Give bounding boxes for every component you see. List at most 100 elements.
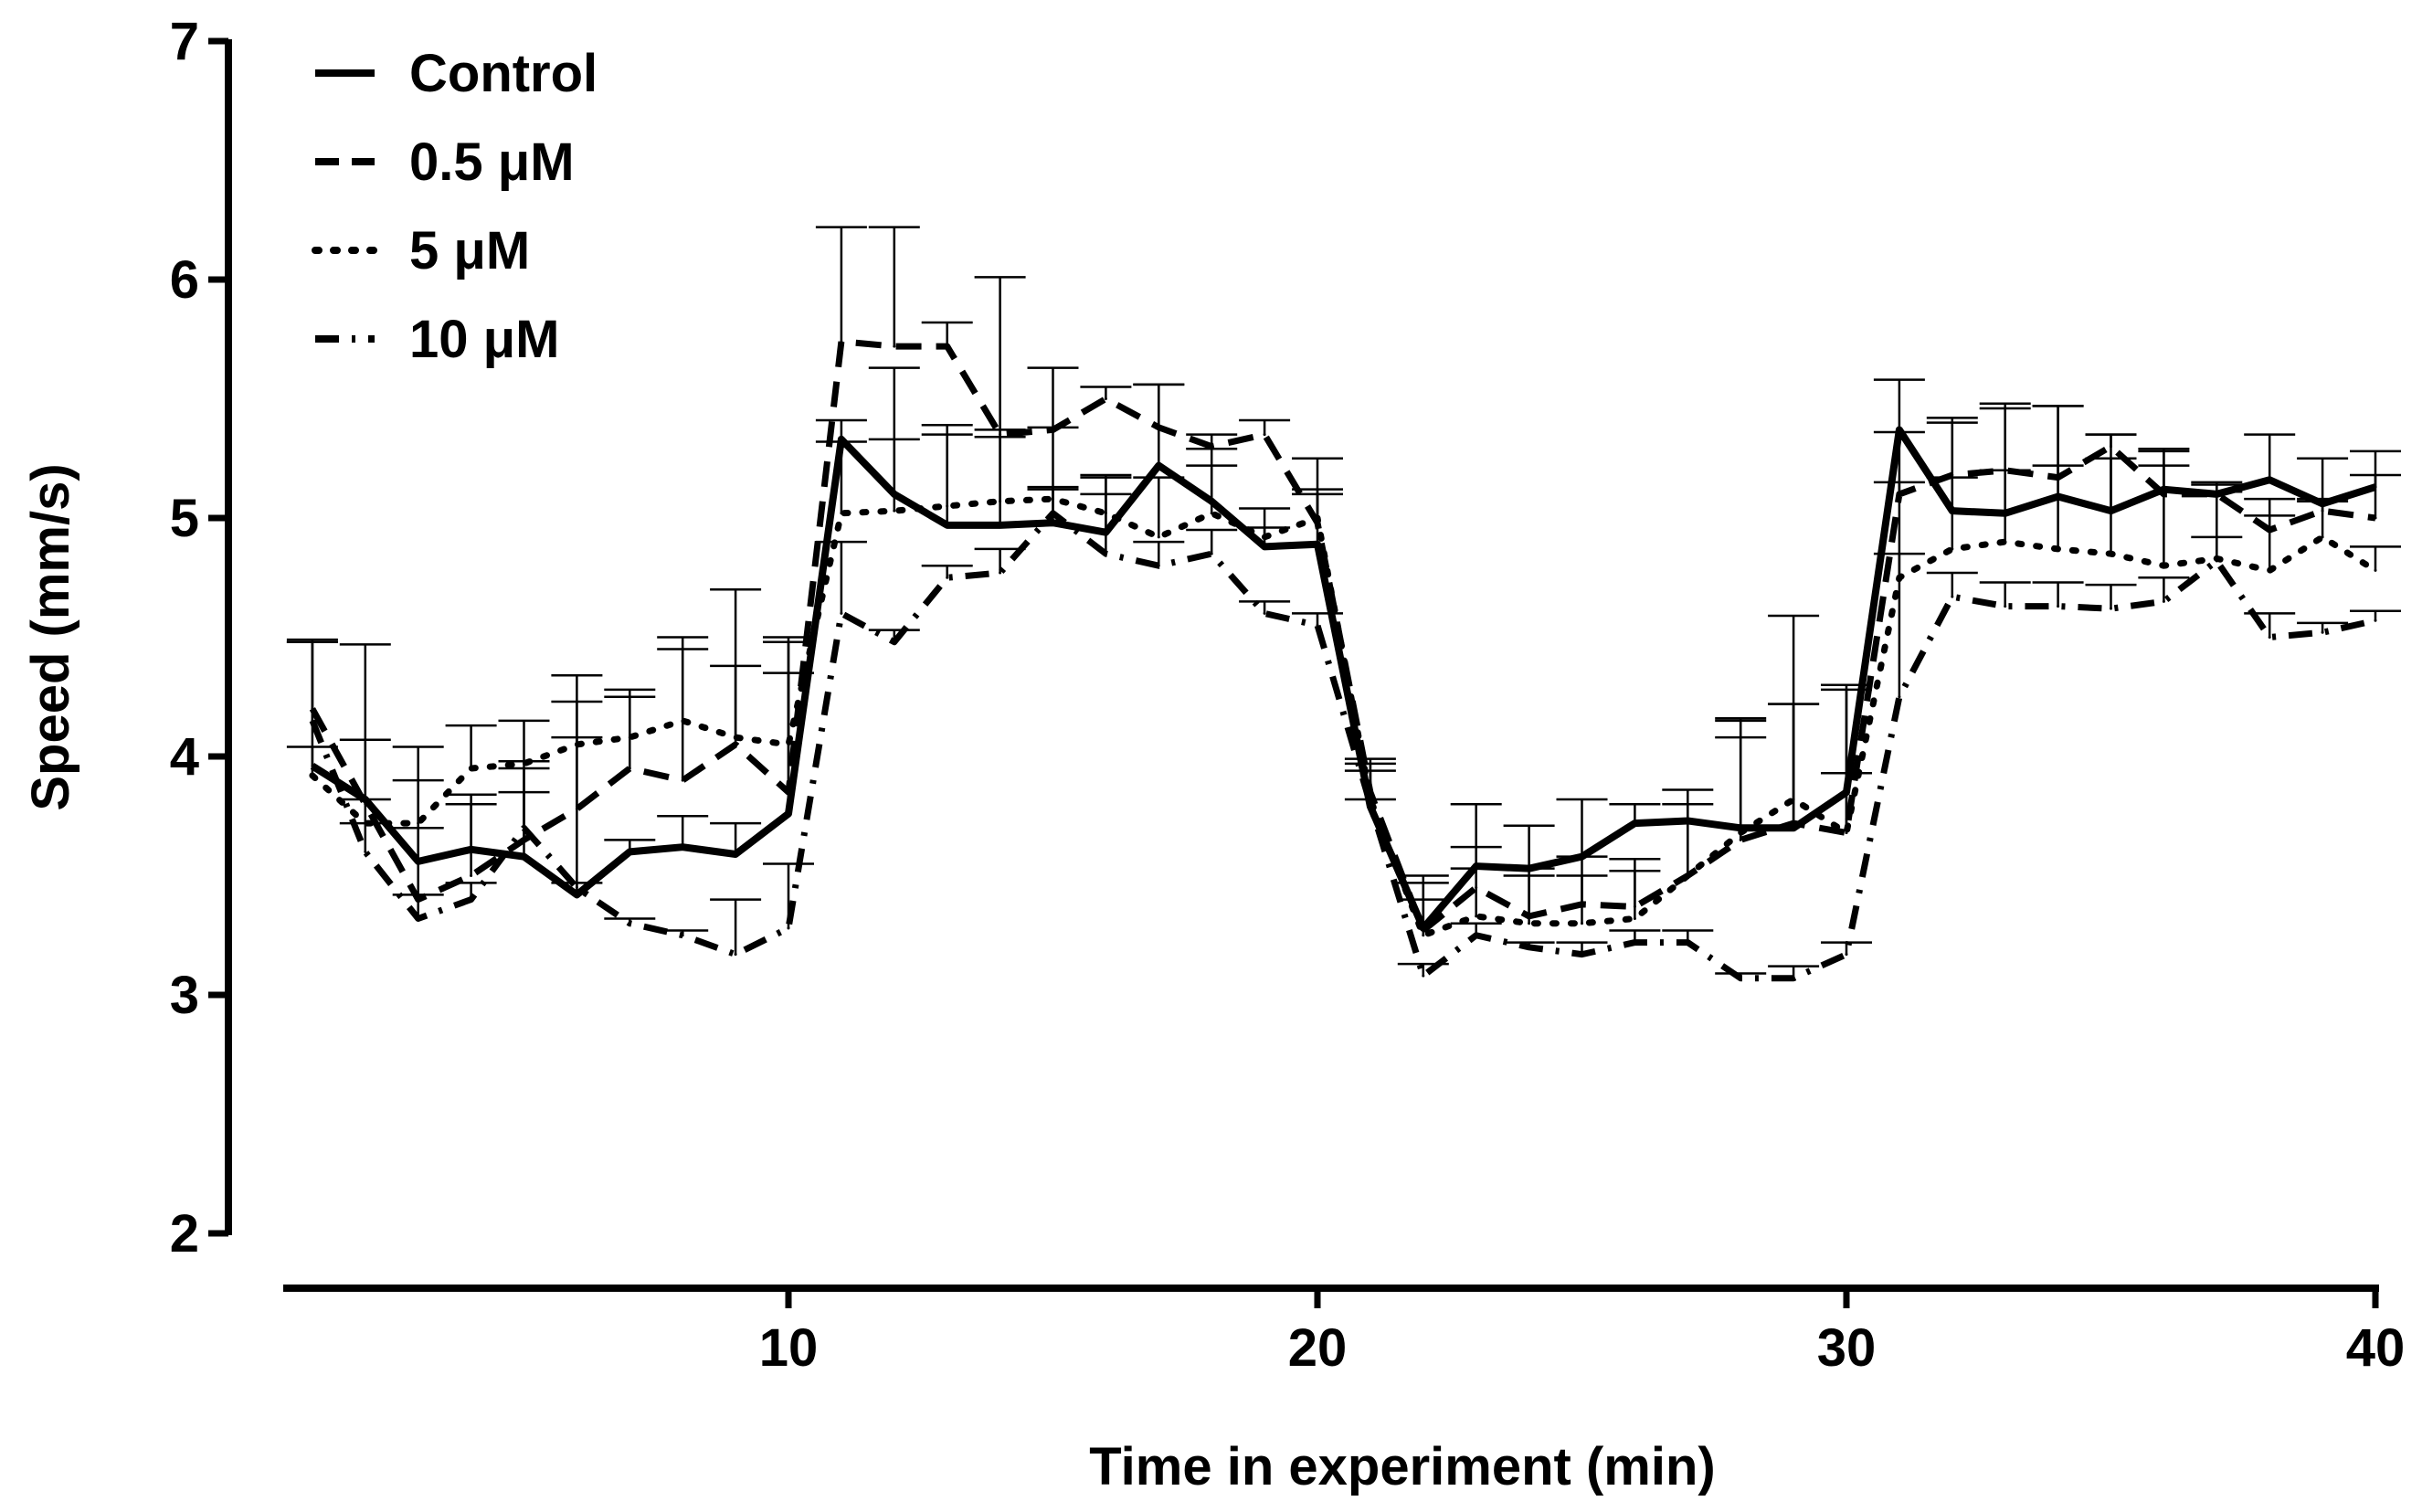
error-bar [1080,492,1132,555]
x-axis-title: Time in experiment (min) [1089,1437,1715,1496]
series-line-1 [309,338,2376,935]
data-point [311,764,314,767]
data-point [1422,974,1425,978]
data-point [1686,819,1689,822]
error-bar [1926,571,1978,597]
data-point [1475,915,1478,918]
data-point [2215,556,2218,560]
data-point [1951,509,1954,513]
data-point [311,774,314,777]
data-point [1316,623,1319,627]
error-bar [2138,464,2190,566]
error-bar [1768,703,1820,799]
data-point [628,735,631,739]
data-point [893,509,896,513]
data-point [470,898,473,902]
error-bar [551,700,603,745]
error-bar [498,790,550,829]
error-bar [921,564,973,578]
data-point [1898,492,1901,496]
y-tick-label: 4 [170,727,199,787]
y-axis-title: Speed (mm/s) [21,463,80,810]
data-point [999,500,1002,503]
data-point [734,743,737,746]
data-point [2110,552,2112,555]
data-point [1528,946,1531,949]
data-point [417,916,420,920]
error-bar [2085,433,2137,447]
data-point [1898,428,1901,431]
data-point [787,926,790,930]
error-bar [974,276,1026,435]
legend-item: Control [315,44,598,103]
data-point [893,640,896,644]
data-point [1581,903,1583,906]
data-point [1157,564,1160,567]
x-tick-label: 40 [2346,1318,2406,1378]
data-point [2321,509,2324,513]
data-point [470,848,473,851]
legend-label: Control [409,44,598,103]
error-bar [339,738,391,805]
data-point [311,719,314,723]
data-point [2374,568,2377,572]
legend-item: 5 μM [312,221,530,280]
data-point [787,743,790,746]
data-point [1739,838,1742,841]
error-bar [1715,735,1767,833]
error-bar [286,638,338,721]
data-point [628,922,631,925]
error-bar [1662,802,1714,876]
data-point [2162,564,2165,567]
data-point [946,576,949,579]
data-point [1633,916,1636,920]
data-point [2004,469,2007,472]
data-point [1210,552,1213,555]
data-point [1104,512,1107,515]
error-bar [868,438,920,512]
error-bar [1133,383,1185,428]
data-point [893,492,896,496]
data-point [2268,478,2271,481]
data-point [470,767,473,770]
error-bar [1979,407,2031,471]
data-point [1157,426,1160,429]
data-point [2057,547,2060,551]
error-bar [1186,528,1238,555]
data-point [1528,915,1531,918]
data-point [364,821,367,825]
error-bar [1873,378,1925,430]
data-point [1210,445,1213,449]
data-point [681,934,684,937]
data-point [787,812,790,816]
data-point [1263,545,1266,548]
legend: Control 0.5 μM 5 μM 10 μM [312,44,598,369]
data-point [2004,512,2007,515]
data-point [1792,826,1795,830]
data-point [2057,476,2060,480]
data-point [734,852,737,856]
series-line-0 [310,426,2377,932]
data-point [2374,516,2377,520]
error-bar [604,688,656,738]
data-point [523,838,525,841]
data-point [734,735,737,739]
data-point [2057,605,2060,608]
error-bar [1027,366,1079,430]
data-point [2374,485,2377,489]
legend-label: 5 μM [409,221,530,280]
data-point [1951,595,1954,598]
data-point [1316,516,1319,520]
data-point [1263,611,1266,615]
data-point [1739,831,1742,835]
data-point [787,790,790,794]
y-ticks: 2 3 4 5 6 7 [170,12,228,1264]
data-point [417,860,420,863]
data-point [1581,855,1583,859]
data-point [2321,535,2324,539]
data-point [1845,953,1848,957]
data-point [2215,492,2218,496]
error-bar [2350,609,2401,621]
error-bar [974,428,1026,502]
